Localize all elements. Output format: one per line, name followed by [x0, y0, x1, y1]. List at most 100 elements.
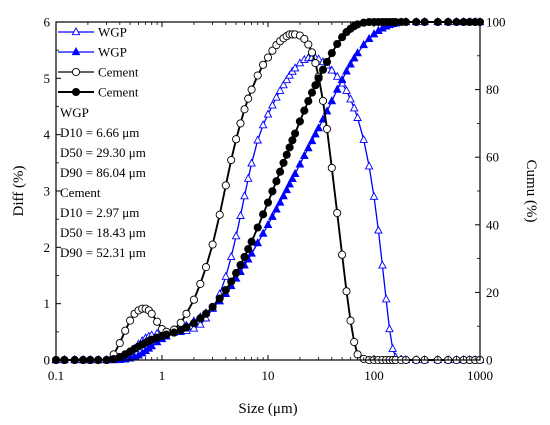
data-point: [268, 187, 277, 196]
data-point: [359, 40, 369, 49]
data-point: [299, 150, 309, 159]
data-point: [311, 59, 320, 68]
x-tick-label: 10: [262, 368, 275, 383]
data-point: [318, 65, 328, 74]
data-point: [258, 120, 268, 129]
data-point: [303, 143, 313, 152]
data-point: [263, 109, 273, 118]
annotation-text: Cement: [60, 185, 101, 200]
data-point: [231, 231, 241, 240]
data-point: [275, 197, 285, 206]
data-point: [285, 70, 294, 79]
data-point: [279, 158, 288, 167]
data-point: [288, 173, 297, 182]
annotation-text: D50 = 29.30 μm: [60, 145, 146, 160]
x-tick-label: 0.1: [48, 368, 64, 383]
data-point: [253, 238, 263, 247]
data-point: [327, 65, 337, 74]
data-point: [244, 245, 253, 254]
y-left-tick-label: 0: [44, 353, 51, 368]
data-point: [327, 49, 336, 58]
data-point: [259, 60, 268, 69]
data-point: [147, 309, 156, 318]
data-point: [263, 53, 273, 62]
data-point: [307, 88, 317, 97]
y-right-tick-label: 0: [486, 353, 493, 368]
data-point: [346, 316, 355, 325]
data-point: [259, 210, 268, 219]
y-left-axis-label: Diff (%): [11, 166, 27, 217]
x-tick-label: 100: [364, 368, 384, 383]
data-point: [232, 135, 241, 144]
data-point: [342, 85, 351, 94]
data-point: [364, 33, 374, 43]
data-point: [314, 74, 323, 83]
data-point: [311, 129, 320, 138]
data-point: [189, 295, 198, 304]
data-point: [311, 81, 320, 90]
data-point: [170, 328, 179, 337]
data-point: [350, 337, 359, 347]
data-point: [385, 324, 394, 333]
data-point: [318, 96, 328, 105]
data-point: [240, 105, 249, 114]
data-point: [196, 314, 205, 323]
legend-label: WGP: [98, 25, 127, 40]
data-point: [243, 173, 253, 182]
data-point: [182, 323, 191, 332]
data-point: [338, 33, 347, 42]
annotation-text: D90 = 52.31 μm: [60, 245, 146, 260]
data-point: [201, 263, 211, 272]
annotation-text: D50 = 18.43 μm: [60, 225, 146, 240]
data-point: [378, 260, 387, 269]
data-point: [322, 124, 332, 134]
data-point: [240, 252, 249, 261]
data-point: [353, 112, 362, 121]
data-point: [247, 237, 256, 246]
data-point: [236, 260, 245, 270]
data-point: [215, 210, 224, 219]
data-point: [279, 80, 288, 89]
y-right-tick-label: 40: [486, 217, 499, 232]
y-left-tick-label: 1: [44, 296, 51, 311]
y-right-tick-label: 80: [486, 82, 499, 97]
legend-label: WGP: [98, 45, 127, 60]
data-point: [247, 158, 256, 167]
data-point: [346, 94, 355, 103]
legend-marker: [71, 87, 81, 97]
y-right-tick-label: 20: [486, 285, 499, 300]
legend-marker: [71, 27, 81, 36]
x-axis-label: Size (μm): [238, 401, 297, 417]
legend-marker: [71, 67, 81, 77]
data-point: [227, 277, 236, 286]
annotation-text: D10 = 6.66 μm: [60, 125, 139, 140]
legend-label: Cement: [98, 85, 139, 100]
data-point: [272, 204, 281, 213]
data-point: [253, 71, 262, 80]
data-point: [253, 135, 263, 144]
y-right-tick-label: 100: [486, 15, 506, 30]
data-point: [327, 163, 336, 172]
data-point: [121, 326, 130, 335]
data-point: [227, 155, 236, 165]
data-point: [221, 271, 231, 280]
data-point: [226, 251, 236, 261]
data-point: [268, 211, 277, 220]
data-point: [290, 168, 300, 177]
x-tick-label: 1000: [467, 368, 493, 383]
data-layer: [51, 17, 485, 365]
data-point: [295, 117, 304, 126]
data-point: [263, 219, 273, 228]
data-point: [304, 40, 313, 49]
data-point: [291, 129, 300, 138]
data-point: [388, 343, 398, 352]
annotation-text: D10 = 2.97 μm: [60, 205, 139, 220]
data-point: [147, 341, 157, 350]
data-point: [353, 350, 362, 359]
data-point: [208, 240, 217, 249]
data-point: [115, 339, 124, 348]
y-left-tick-label: 4: [44, 127, 51, 142]
data-point: [247, 85, 256, 94]
